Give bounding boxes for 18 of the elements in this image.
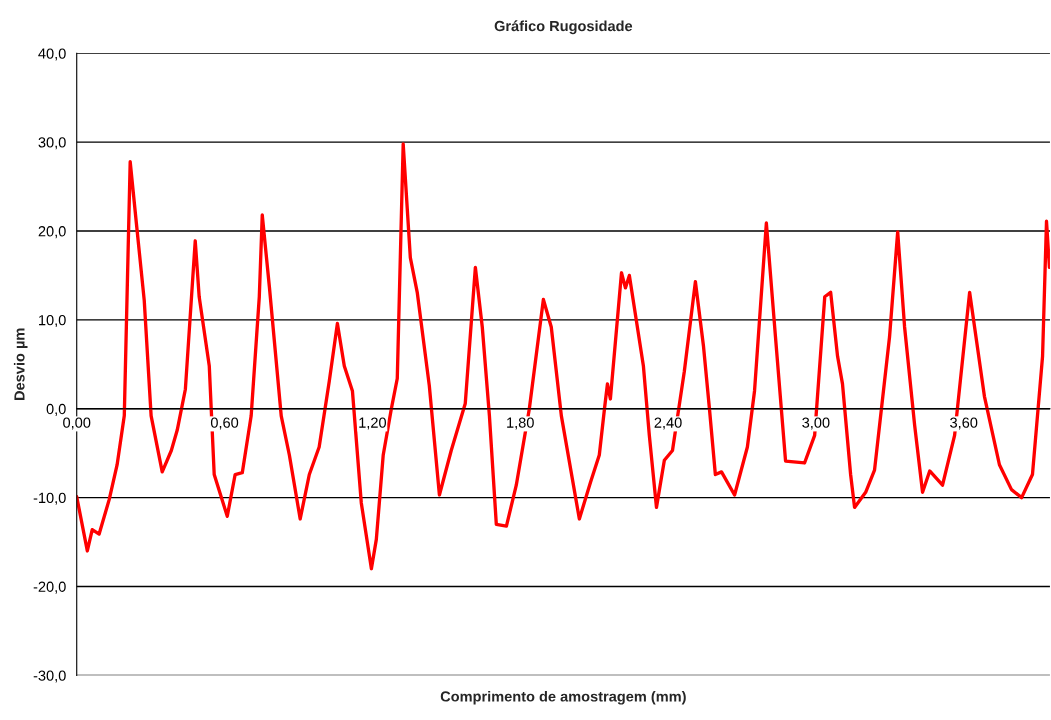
y-tick-label: 40,0 xyxy=(38,48,66,61)
x-tick-label: 1,20 xyxy=(359,417,387,430)
y-tick-label: 30,0 xyxy=(38,137,66,150)
y-axis-title: Desvio µm xyxy=(13,328,28,400)
y-tick-label: -20,0 xyxy=(33,581,66,594)
y-tick-label: 0,0 xyxy=(46,403,66,416)
x-tick-label: 3,00 xyxy=(802,417,830,430)
chart-title: Gráfico Rugosidade xyxy=(494,20,633,35)
y-tick-label: -10,0 xyxy=(33,492,66,505)
x-axis-title: Comprimento de amostragem (mm) xyxy=(440,690,686,705)
x-tick-label: 3,60 xyxy=(950,417,978,430)
x-tick-label: 1,80 xyxy=(507,417,534,430)
x-tick-label: 2,40 xyxy=(654,417,682,430)
y-tick-label: 10,0 xyxy=(39,314,66,328)
y-tick-label: -30,0 xyxy=(33,670,66,683)
x-tick-label: 0,00 xyxy=(63,417,91,430)
x-tick-label: 0,60 xyxy=(210,417,239,430)
y-tick-label: 20,0 xyxy=(38,226,66,239)
